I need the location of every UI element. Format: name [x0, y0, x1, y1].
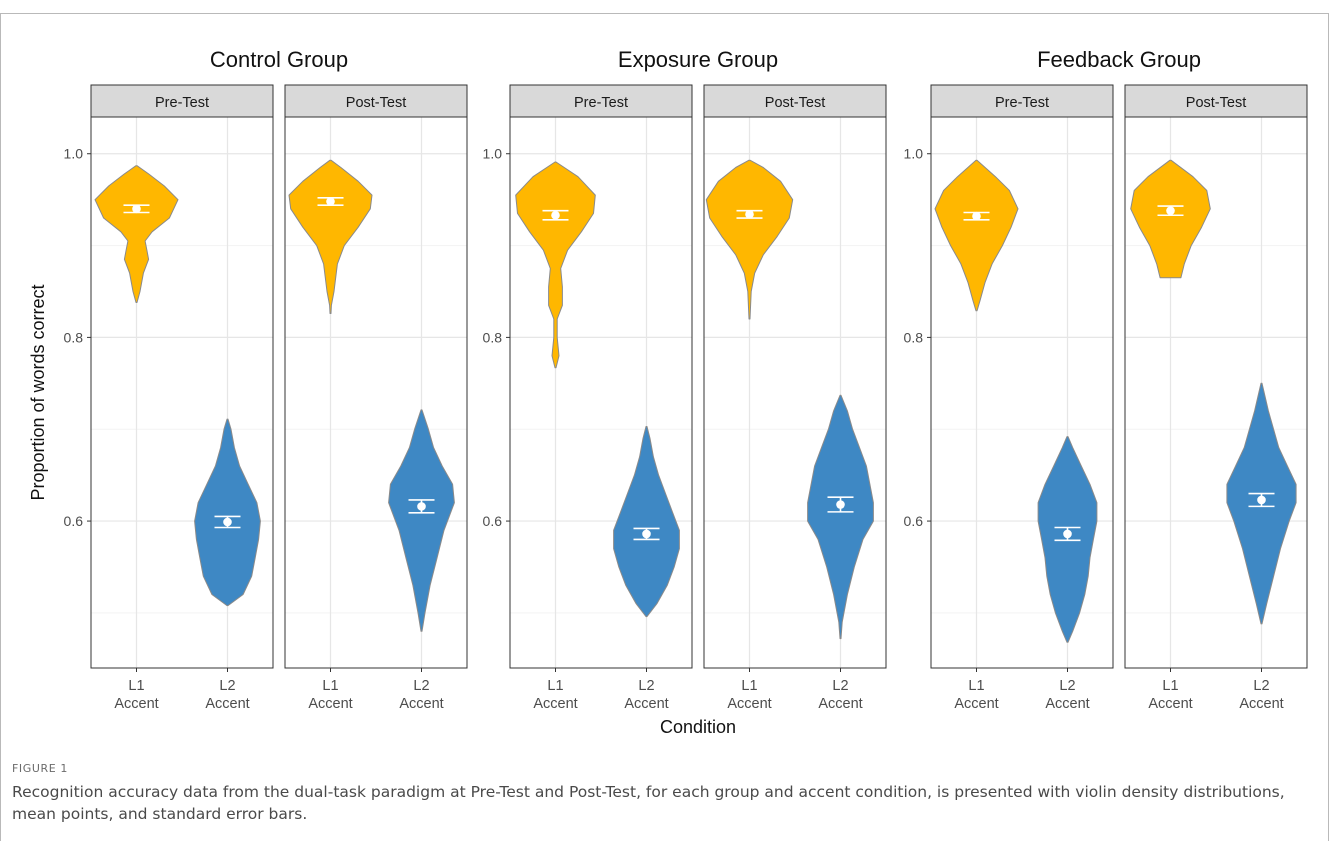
group-title: Control Group: [210, 47, 348, 72]
facet-strip-label: Post-Test: [765, 95, 825, 111]
panel-border: [509, 116, 693, 669]
y-tick-label: 1.0: [904, 146, 924, 162]
panel-border: [930, 116, 1114, 669]
violin-l1: [288, 159, 373, 314]
facet-strip-label: Post-Test: [346, 95, 406, 111]
violin-l2: [194, 418, 261, 607]
y-tick-label: 0.8: [904, 329, 924, 345]
violin-l2: [807, 394, 874, 640]
x-tick-label-line2: Accent: [1045, 696, 1089, 712]
y-tick-label: 1.0: [483, 146, 503, 162]
violin-l1: [1130, 159, 1211, 279]
x-tick-label-line1: L2: [1253, 678, 1269, 694]
mean-point: [551, 210, 560, 220]
y-tick-label: 0.6: [64, 513, 84, 529]
x-tick-label-line2: Accent: [533, 696, 577, 712]
facet-strip: [90, 84, 274, 118]
figure-caption-text: Recognition accuracy data from the dual-…: [12, 783, 1285, 823]
figure-border-left: [0, 13, 1, 841]
x-tick-label-line2: Accent: [399, 696, 443, 712]
facet-strip-label: Pre-Test: [574, 95, 628, 111]
facet-strip: [930, 84, 1114, 118]
x-tick-label-line1: L1: [968, 678, 984, 694]
group-title: Exposure Group: [618, 47, 778, 72]
x-tick-label-line1: L2: [413, 678, 429, 694]
group-title: Feedback Group: [1037, 47, 1201, 72]
violin-l1: [705, 159, 794, 320]
figure-caption: FIGURE 1 Recognition accuracy data from …: [12, 762, 1302, 825]
x-tick-label-line1: L2: [832, 678, 848, 694]
y-tick-label: 0.8: [483, 329, 503, 345]
x-tick-label-line2: Accent: [818, 696, 862, 712]
y-axis-title: Proportion of words correct: [28, 284, 48, 500]
x-tick-label-line1: L1: [741, 678, 757, 694]
x-tick-label-line1: L1: [1162, 678, 1178, 694]
violin-l1: [94, 165, 179, 303]
facet-strip: [703, 84, 887, 118]
facet-strip-label: Post-Test: [1186, 95, 1246, 111]
x-tick-label-line2: Accent: [205, 696, 249, 712]
x-tick-label-line1: L1: [128, 678, 144, 694]
y-tick-label: 1.0: [64, 146, 84, 162]
y-tick-label: 0.6: [904, 513, 924, 529]
x-tick-label-line1: L2: [638, 678, 654, 694]
panel-border: [1124, 116, 1308, 669]
y-tick-label: 0.8: [64, 329, 84, 345]
violin-chart: Proportion of words correct Condition Cont…: [28, 47, 1308, 737]
x-tick-label-line2: Accent: [1148, 696, 1192, 712]
x-tick-label-line2: Accent: [727, 696, 771, 712]
facet-strip: [509, 84, 693, 118]
figure-label: FIGURE 1: [12, 762, 69, 775]
mean-point: [326, 197, 335, 206]
y-tick-label: 0.6: [483, 513, 503, 529]
mean-point: [972, 211, 981, 221]
facet-strip-label: Pre-Test: [995, 95, 1049, 111]
mean-point: [1063, 529, 1072, 539]
x-tick-label-line2: Accent: [308, 696, 352, 712]
violin-l2: [613, 426, 680, 618]
mean-point: [223, 517, 232, 527]
x-tick-label-line1: L2: [1059, 678, 1075, 694]
x-tick-label-line2: Accent: [624, 696, 668, 712]
mean-point: [642, 529, 651, 539]
violin-l1: [934, 159, 1019, 312]
mean-point: [836, 500, 845, 509]
mean-point: [1257, 495, 1266, 505]
x-tick-label-line2: Accent: [114, 696, 158, 712]
violin-l1: [515, 161, 596, 369]
x-tick-label-line1: L1: [547, 678, 563, 694]
panel-border: [284, 116, 468, 669]
panel-border: [703, 116, 887, 669]
mean-point: [417, 502, 426, 511]
x-tick-label-line2: Accent: [954, 696, 998, 712]
violin-l2: [388, 409, 455, 632]
mean-point: [745, 210, 754, 219]
x-tick-label-line2: Accent: [1239, 696, 1283, 712]
facet-strip-label: Pre-Test: [155, 95, 209, 111]
x-tick-label-line1: L1: [322, 678, 338, 694]
mean-point: [1166, 206, 1175, 215]
panel-border: [90, 116, 274, 669]
mean-point: [132, 204, 141, 214]
x-axis-title: Condition: [660, 717, 736, 737]
facet-strip: [284, 84, 468, 118]
figure-border-top: [0, 13, 1329, 14]
x-tick-label-line1: L2: [219, 678, 235, 694]
